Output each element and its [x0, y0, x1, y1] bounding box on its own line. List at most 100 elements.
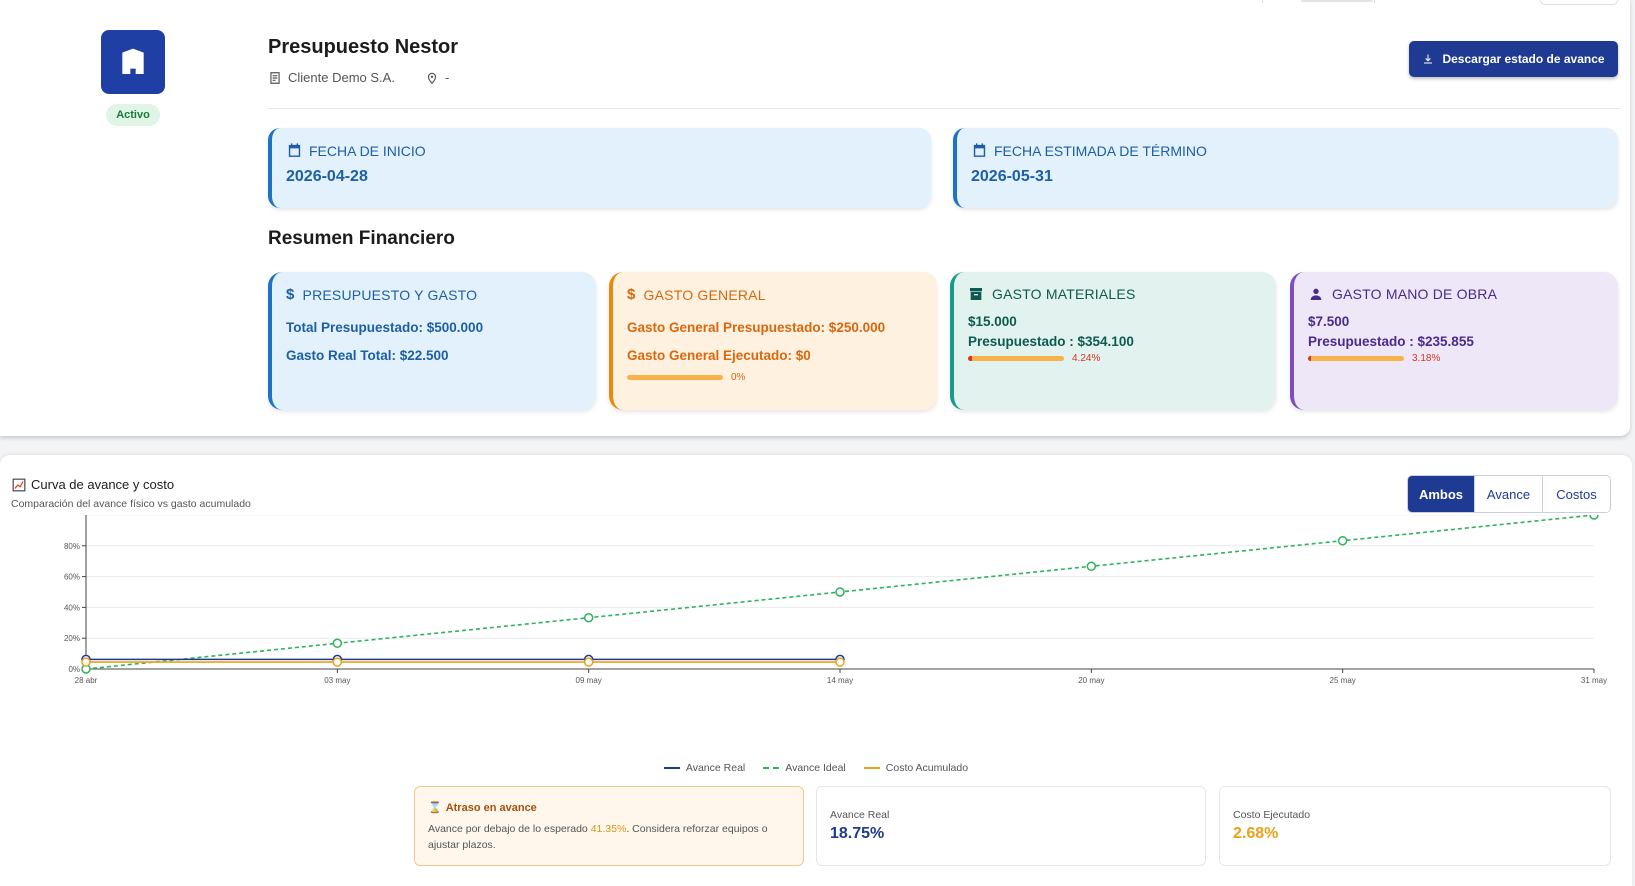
- end-date-card: FECHA ESTIMADA DE TÉRMINO 2026-05-31: [953, 128, 1618, 208]
- start-date-label: FECHA DE INICIO: [309, 142, 426, 159]
- total-budget: Total Presupuestado: $500.000: [286, 320, 484, 335]
- labor-progress-bar: [1308, 356, 1404, 361]
- toggle-progress[interactable]: Avance: [1474, 476, 1542, 512]
- project-location: -: [444, 70, 450, 85]
- end-date-value: 2026-05-31: [971, 168, 1053, 185]
- total-spent: Gasto Real Total: $22.500: [286, 348, 449, 363]
- x-tick-label: 03 may: [324, 676, 350, 685]
- legend-item-cost: Costo Acumulado: [863, 762, 969, 774]
- progress-cost-chart: 0% 20% 40% 60% 80% 28 abr 03 may 09 may 14 may 20…: [64, 515, 1607, 685]
- legend-item-real: Avance Real: [663, 762, 746, 774]
- stat-value: 18.75%: [830, 825, 885, 842]
- status-badge: Activo: [106, 104, 160, 126]
- download-button-label: Descargar estado de avance: [1442, 52, 1605, 66]
- calendar-icon: [973, 143, 986, 157]
- y-tick-label: 80%: [64, 542, 80, 551]
- legend-item-ideal: Avance Ideal: [763, 762, 846, 774]
- alert-text: Avance por debajo de lo esperado: [428, 823, 588, 835]
- page-title: Presupuesto Nestor: [268, 36, 459, 58]
- dollar-icon: $: [286, 286, 295, 303]
- stat-value: 2.68%: [1233, 825, 1279, 842]
- general-expense-card: $ GASTO GENERAL Gasto General Presupuest…: [609, 272, 937, 410]
- location-pin-icon: [427, 72, 437, 84]
- chart-title: Curva de avance y costo: [31, 477, 175, 492]
- budget-card-title: PRESUPUESTO Y GASTO: [302, 286, 478, 303]
- toggle-both[interactable]: Ambos: [1408, 476, 1474, 512]
- download-icon: [1424, 54, 1433, 64]
- chart-subtitle: Comparación del avance físico vs gasto a…: [11, 498, 251, 510]
- x-tick-label: 25 may: [1330, 676, 1356, 685]
- x-tick-label: 09 may: [576, 676, 602, 685]
- executed-cost-stat: Costo Ejecutado 2.68%: [1219, 786, 1611, 866]
- dollar-icon: $: [627, 286, 636, 303]
- labor-title: GASTO MANO DE OBRA: [1332, 286, 1498, 302]
- data-point-1: [583, 612, 594, 623]
- materials-card: GASTO MATERIALES $15.000 Presupuestado :…: [950, 272, 1276, 410]
- top-tab-hint: [1374, 0, 1574, 3]
- financial-summary-title: Resumen Financiero: [268, 228, 455, 249]
- materials-progress-label: 4.24%: [1072, 353, 1101, 364]
- top-tab-hint: [1540, 0, 1618, 5]
- hourglass-icon: ⌛: [428, 802, 442, 814]
- toggle-costs[interactable]: Costos: [1542, 476, 1610, 512]
- labor-spent: $7.500: [1308, 314, 1350, 329]
- data-point-1: [1337, 535, 1348, 546]
- chart-view-toggle: Ambos Avance Costos: [1407, 475, 1611, 513]
- legend-label: Avance Ideal: [785, 762, 846, 774]
- legend-label: Costo Acumulado: [885, 762, 969, 774]
- building-icon: [122, 48, 144, 74]
- y-tick-label: 40%: [64, 603, 80, 612]
- materials-progress-bar: [968, 356, 1064, 361]
- client-name: Cliente Demo S.A.: [288, 70, 395, 85]
- stat-label: Costo Ejecutado: [1233, 809, 1311, 821]
- materials-budgeted: Presupuestado : $354.100: [968, 334, 1134, 349]
- data-point-1: [1086, 561, 1097, 572]
- start-date-card: FECHA DE INICIO 2026-04-28: [268, 128, 931, 208]
- y-tick-label: 0%: [68, 665, 80, 674]
- data-point-2: [332, 657, 343, 667]
- x-tick-label: 14 may: [827, 676, 853, 685]
- alert-title: Atraso en avance: [445, 801, 537, 814]
- stat-label: Avance Real: [830, 809, 890, 821]
- labor-card: GASTO MANO DE OBRA $7.500 Presupuestado …: [1290, 272, 1618, 410]
- general-progress-bar: [627, 375, 723, 380]
- general-expense-title: GASTO GENERAL: [643, 286, 766, 303]
- end-date-label: FECHA ESTIMADA DE TÉRMINO: [994, 142, 1207, 159]
- data-point-2: [835, 657, 845, 667]
- x-tick-label: 28 abr: [75, 676, 98, 685]
- delay-alert: ⌛ Atraso en avance Avance por debajo de …: [414, 786, 804, 866]
- legend-label: Avance Real: [685, 762, 746, 774]
- chart-icon: [12, 478, 26, 491]
- real-progress-stat: Avance Real 18.75%: [816, 786, 1206, 866]
- x-tick-label: 31 may: [1581, 676, 1607, 685]
- general-progress: 0%: [627, 372, 745, 383]
- materials-progress: 4.24%: [968, 353, 1100, 364]
- budget-card: $ PRESUPUESTO Y GASTO Total Presupuestad…: [268, 272, 596, 410]
- materials-spent: $15.000: [968, 314, 1017, 329]
- top-tab-hint: [1262, 0, 1374, 3]
- document-icon: [270, 71, 280, 84]
- data-point-1: [835, 587, 845, 597]
- labor-budgeted: Presupuestado : $235.855: [1308, 334, 1474, 349]
- data-point-2: [81, 657, 91, 667]
- project-header-card: Activo Presupuesto Nestor Cliente Demo S…: [0, 0, 1630, 436]
- progress-cost-chart-card: Curva de avance y costo Comparación del …: [0, 455, 1632, 886]
- alert-percent: 41.35%: [590, 823, 627, 835]
- calendar-icon: [288, 143, 301, 157]
- general-budgeted: Gasto General Presupuestado: $250.000: [627, 320, 886, 335]
- y-tick-label: 60%: [64, 573, 80, 582]
- person-icon: [1310, 288, 1322, 300]
- general-progress-label: 0%: [731, 372, 746, 383]
- general-executed: Gasto General Ejecutado: $0: [627, 348, 811, 363]
- download-progress-button[interactable]: Descargar estado de avance: [1409, 41, 1618, 77]
- data-point-1: [1589, 515, 1599, 520]
- y-tick-label: 20%: [64, 634, 80, 643]
- chart-legend: Avance Real Avance Ideal Costo Acumulado: [0, 762, 1632, 774]
- alert-text: . Considera reforzar equipos o ajustar p…: [428, 823, 768, 851]
- archive-icon: [970, 288, 982, 300]
- x-tick-label: 20 may: [1078, 676, 1104, 685]
- data-point-2: [583, 657, 594, 667]
- labor-progress-label: 3.18%: [1412, 353, 1441, 364]
- alert-message: Avance por debajo de lo esperado 41.35%.…: [428, 821, 796, 853]
- data-point-1: [332, 638, 343, 649]
